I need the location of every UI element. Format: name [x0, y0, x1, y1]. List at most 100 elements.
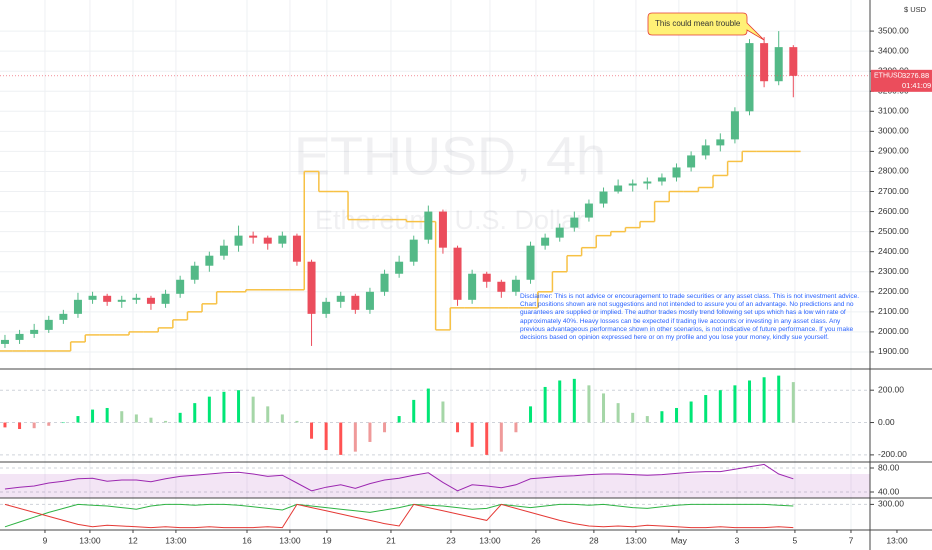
histogram-bar [164, 420, 168, 423]
candle-body [453, 247, 462, 300]
candle-body [482, 273, 491, 282]
histogram-bar [426, 388, 430, 423]
x-tick-label: 7 [849, 535, 854, 545]
candle-body [438, 211, 447, 248]
candle-body [117, 299, 126, 302]
annotation-text: This could mean trouble [655, 19, 741, 28]
candle-body [395, 261, 404, 274]
y-tick-label: 1900.00 [878, 346, 909, 356]
price-tag-countdown: 01:41:09 [902, 81, 931, 90]
x-tick-label: 16 [242, 535, 252, 545]
disclaimer-box: Disclaimer: This is not advice or encour… [520, 293, 860, 342]
watermark-title: ETHUSD, 4h [294, 126, 606, 186]
candle-body [336, 295, 345, 302]
histogram-bar [587, 385, 591, 423]
y-tick-label: 80.00 [878, 462, 900, 472]
histogram-bar [514, 422, 518, 433]
histogram-bar [368, 422, 372, 442]
y-tick-label: 2600.00 [878, 206, 909, 216]
candle-body [468, 273, 477, 300]
candle-body [614, 185, 623, 192]
x-tick-label: 9 [43, 535, 48, 545]
candle-body [30, 329, 39, 334]
x-tick-label: 13:00 [279, 535, 301, 545]
candle-body [716, 139, 725, 146]
y-tick-label: 3000.00 [878, 126, 909, 136]
x-tick-label: 21 [386, 535, 396, 545]
candle-body [249, 235, 258, 238]
histogram-bar [324, 422, 328, 451]
y-tick-label: 2700.00 [878, 186, 909, 196]
histogram-bar [251, 396, 255, 423]
histogram-bar [280, 414, 284, 423]
histogram-bar [32, 422, 36, 429]
price-tag-symbol: ETHUSD [874, 73, 903, 80]
candle-body [88, 295, 97, 300]
candle-body [263, 237, 272, 244]
candle-body [570, 217, 579, 228]
candle-body [599, 191, 608, 204]
candle-body [132, 297, 141, 300]
histogram-bar [339, 422, 343, 455]
candle-body [190, 265, 199, 280]
candle-body [292, 235, 301, 262]
candle-body [351, 295, 360, 310]
x-tick-label: May [671, 535, 688, 545]
histogram-bar [631, 412, 635, 423]
histogram-bar [499, 422, 503, 452]
candle-body [745, 43, 754, 112]
histogram-bar [485, 422, 489, 455]
histogram-bar [105, 407, 109, 423]
y-tick-label: 3500.00 [878, 25, 909, 35]
histogram-bar [529, 406, 533, 423]
candle-body [146, 297, 155, 304]
histogram-bar [76, 416, 80, 423]
candle-body [657, 177, 666, 182]
histogram-bar [353, 422, 357, 452]
histogram-bar [3, 422, 7, 428]
histogram-bar [397, 416, 401, 423]
histogram-bar [558, 380, 562, 423]
x-tick-label: 5 [793, 535, 798, 545]
histogram-bar [616, 403, 620, 423]
candle-body [424, 211, 433, 240]
histogram-bar [193, 403, 197, 423]
candle-body [789, 47, 798, 76]
y-tick-label: 200.00 [878, 384, 904, 394]
disclaimer: Disclaimer: This is not advice or encour… [520, 293, 860, 342]
x-tick-label: 13:00 [79, 535, 101, 545]
x-tick-label: 13:00 [625, 535, 647, 545]
candle-body [555, 227, 564, 238]
histogram-bar [762, 377, 766, 423]
histogram-bar [149, 417, 153, 423]
x-tick-label: 3 [735, 535, 740, 545]
y-tick-label: 3100.00 [878, 106, 909, 116]
x-tick-label: 23 [446, 535, 456, 545]
histogram-bar [748, 380, 752, 423]
band [0, 474, 870, 498]
x-tick-label: 13:00 [479, 535, 501, 545]
histogram-bar [791, 382, 795, 423]
histogram-bar [18, 422, 22, 430]
histogram-bar [47, 422, 51, 426]
histogram-bar [733, 385, 737, 423]
histogram-bar [660, 411, 664, 423]
candle-body [409, 239, 418, 262]
y-tick-label: -200.00 [878, 449, 907, 459]
histogram-bar [61, 422, 65, 424]
histogram-bar [704, 395, 708, 423]
histogram-bar [675, 407, 679, 423]
candle-body [234, 235, 243, 246]
candle-body [0, 339, 9, 344]
plot-area [0, 31, 870, 529]
annotation-callout: This could mean trouble [647, 12, 765, 41]
candle-body [497, 281, 506, 292]
y-tick-label: 2500.00 [878, 226, 909, 236]
histogram-bar [602, 393, 606, 423]
histogram-bar [222, 391, 226, 423]
y-tick-label: 40.00 [878, 486, 900, 496]
x-tick-label: 26 [531, 535, 541, 545]
y-tick-label: 0.00 [878, 417, 895, 427]
candle-body [59, 313, 68, 320]
